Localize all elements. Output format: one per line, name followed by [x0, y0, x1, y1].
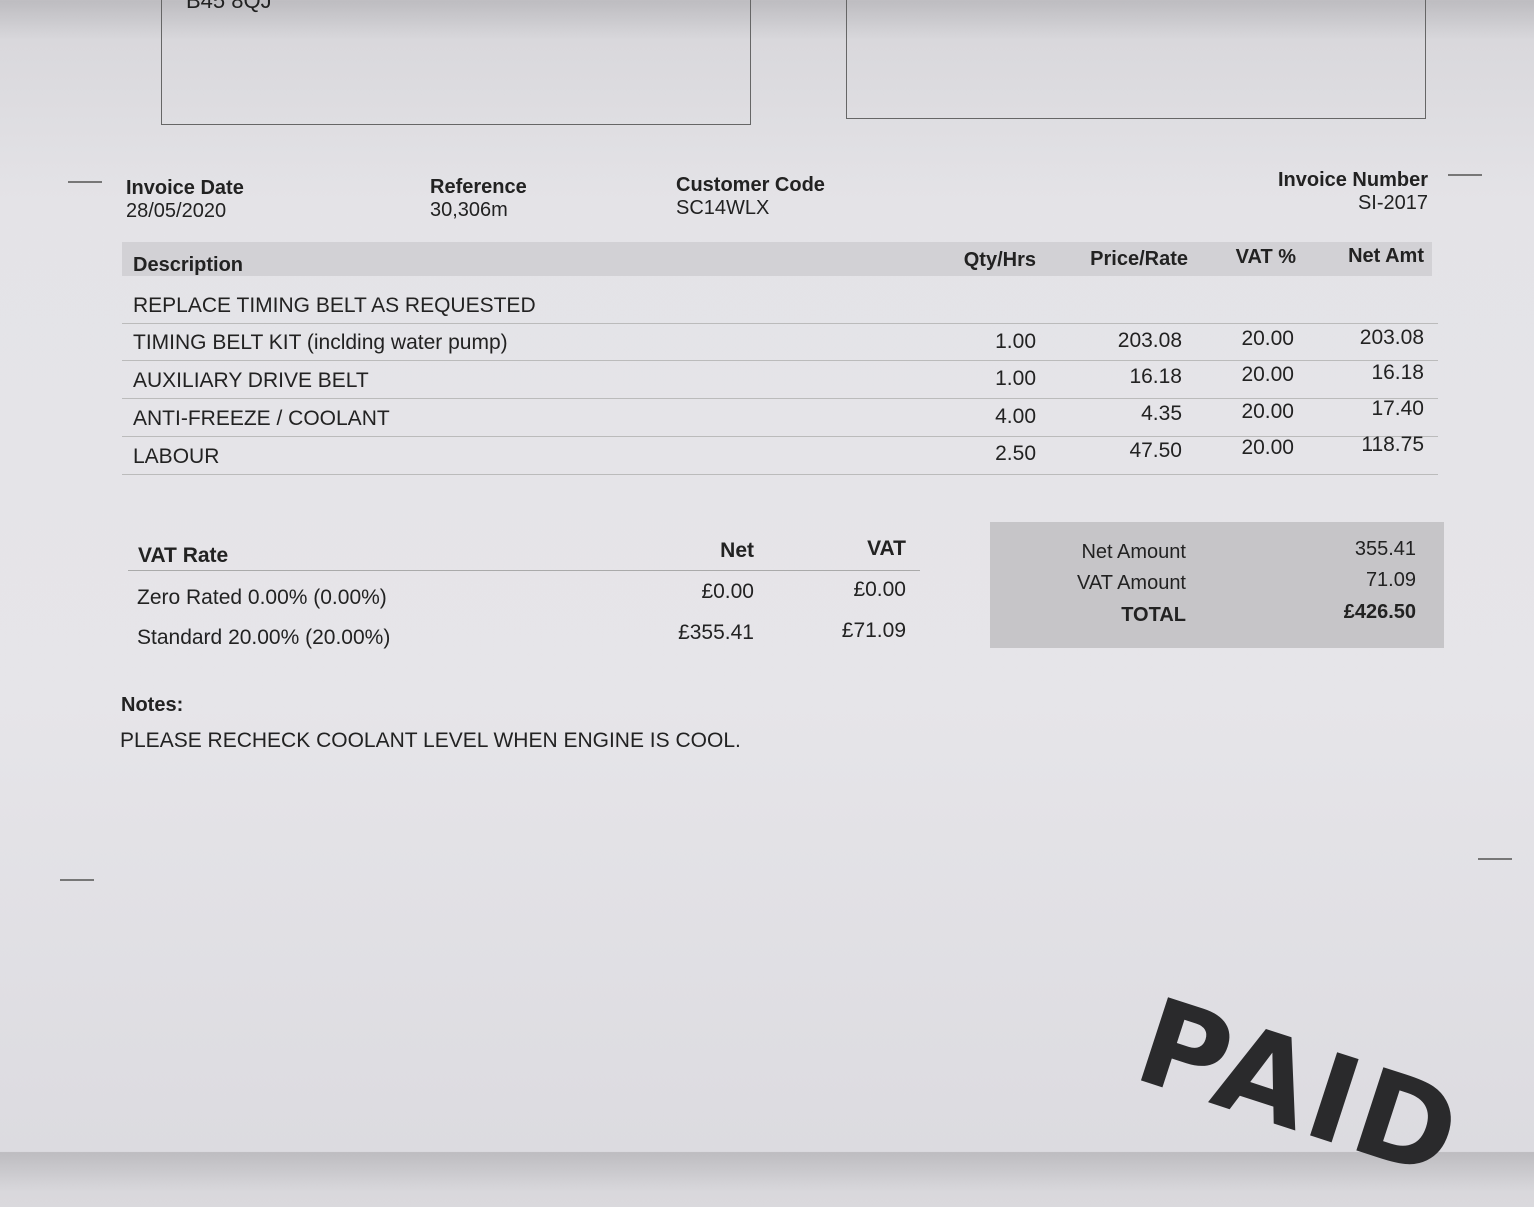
- total-label: TOTAL: [1121, 604, 1186, 626]
- customer-code-label: Customer Code: [676, 174, 825, 196]
- item-price: 47.50: [1129, 439, 1182, 462]
- item-qty: 1.00: [995, 367, 1036, 390]
- item-qty: 2.50: [995, 442, 1036, 465]
- item-qty: 4.00: [995, 404, 1036, 428]
- item-description: LABOUR: [133, 445, 220, 468]
- address-postcode: B45 8QJ: [186, 0, 272, 13]
- item-description: ANTI-FREEZE / COOLANT: [133, 407, 390, 430]
- item-price: 203.08: [1117, 328, 1182, 352]
- invoice-number-label: Invoice Number: [1277, 169, 1428, 191]
- col-qty: Qty/Hrs: [963, 249, 1036, 271]
- table-row: REPLACE TIMING BELT AS REQUESTED: [122, 286, 1438, 324]
- reference-value: 30,306m: [430, 199, 508, 221]
- customer-code: Customer Code SC14WLX: [676, 174, 825, 220]
- vat-col-rate: VAT Rate: [138, 544, 229, 567]
- reference-label: Reference: [430, 176, 527, 198]
- fold-mark: [60, 879, 94, 881]
- fold-mark: [1478, 858, 1512, 860]
- col-net: Net Amt: [1348, 245, 1424, 267]
- items-header: [122, 242, 1432, 276]
- item-vat-rate: 20.00: [1241, 363, 1294, 386]
- vat-header-divider: [128, 570, 920, 571]
- item-price: 16.18: [1129, 365, 1182, 388]
- col-price: Price/Rate: [1090, 248, 1188, 270]
- table-row: AUXILIARY DRIVE BELT 1.00 16.18 20.00 16.18: [122, 361, 1438, 399]
- vehicle-box: [846, 0, 1426, 119]
- totals-box: Net Amount 355.41 VAT Amount 71.09 TOTAL…: [990, 522, 1444, 648]
- invoice-number-value: SI-2017: [1357, 192, 1428, 214]
- item-description: TIMING BELT KIT (inclding water pump): [133, 331, 508, 354]
- col-description: Description: [133, 254, 244, 276]
- item-price: 4.35: [1141, 402, 1182, 425]
- vat-amount-value: 71.09: [1365, 569, 1416, 591]
- fold-mark: [68, 181, 102, 183]
- table-row: TIMING BELT KIT (inclding water pump) 1.0…: [122, 323, 1438, 361]
- notes-text: PLEASE RECHECK COOLANT LEVEL WHEN ENGINE…: [120, 729, 741, 752]
- table-row: LABOUR 2.50 47.50 20.00 118.75: [122, 433, 1438, 475]
- invoice-date-value: 28/05/2020: [126, 200, 227, 222]
- vat-col-net: Net: [720, 539, 754, 562]
- item-net-amount: 16.18: [1371, 361, 1424, 384]
- net-amount-label: Net Amount: [1081, 541, 1186, 563]
- vat-row-rate: Standard 20.00% (20.00%): [137, 626, 391, 649]
- invoice-number: Invoice Number SI-2017: [1220, 169, 1428, 215]
- reference: Reference 30,306m: [430, 176, 527, 222]
- item-description: AUXILIARY DRIVE BELT: [133, 369, 369, 392]
- item-vat-rate: 20.00: [1241, 436, 1294, 459]
- net-amount-value: 355.41: [1354, 538, 1416, 560]
- invoice-date-label: Invoice Date: [126, 177, 244, 199]
- vat-col-vat: VAT: [867, 537, 906, 560]
- item-vat-rate: 20.00: [1241, 399, 1294, 423]
- vat-amount-label: VAT Amount: [1077, 572, 1186, 594]
- col-vat: VAT %: [1235, 246, 1296, 268]
- vat-row-net: £0.00: [701, 580, 754, 603]
- total-value: £426.50: [1343, 601, 1416, 623]
- item-net-amount: 118.75: [1361, 433, 1424, 456]
- invoice-date: Invoice Date 28/05/2020: [126, 177, 244, 223]
- vat-row-vat: £71.09: [841, 619, 906, 642]
- item-description: REPLACE TIMING BELT AS REQUESTED: [133, 294, 536, 317]
- customer-address-box: [161, 0, 751, 125]
- vat-row-vat: £0.00: [853, 578, 906, 601]
- customer-code-value: SC14WLX: [676, 197, 770, 219]
- table-row: ANTI-FREEZE / COOLANT 4.00 4.35 20.00 17.40: [122, 397, 1438, 437]
- vat-row-rate: Zero Rated 0.00% (0.00%): [137, 586, 387, 609]
- item-qty: 1.00: [995, 329, 1036, 353]
- notes-label: Notes:: [121, 694, 184, 716]
- item-net-amount: 17.40: [1371, 397, 1424, 420]
- fold-mark: [1448, 174, 1482, 176]
- item-net-amount: 203.08: [1359, 326, 1424, 349]
- vat-row-net: £355.41: [678, 621, 754, 644]
- item-vat-rate: 20.00: [1241, 327, 1294, 351]
- paid-stamp: PAID: [1121, 972, 1479, 1207]
